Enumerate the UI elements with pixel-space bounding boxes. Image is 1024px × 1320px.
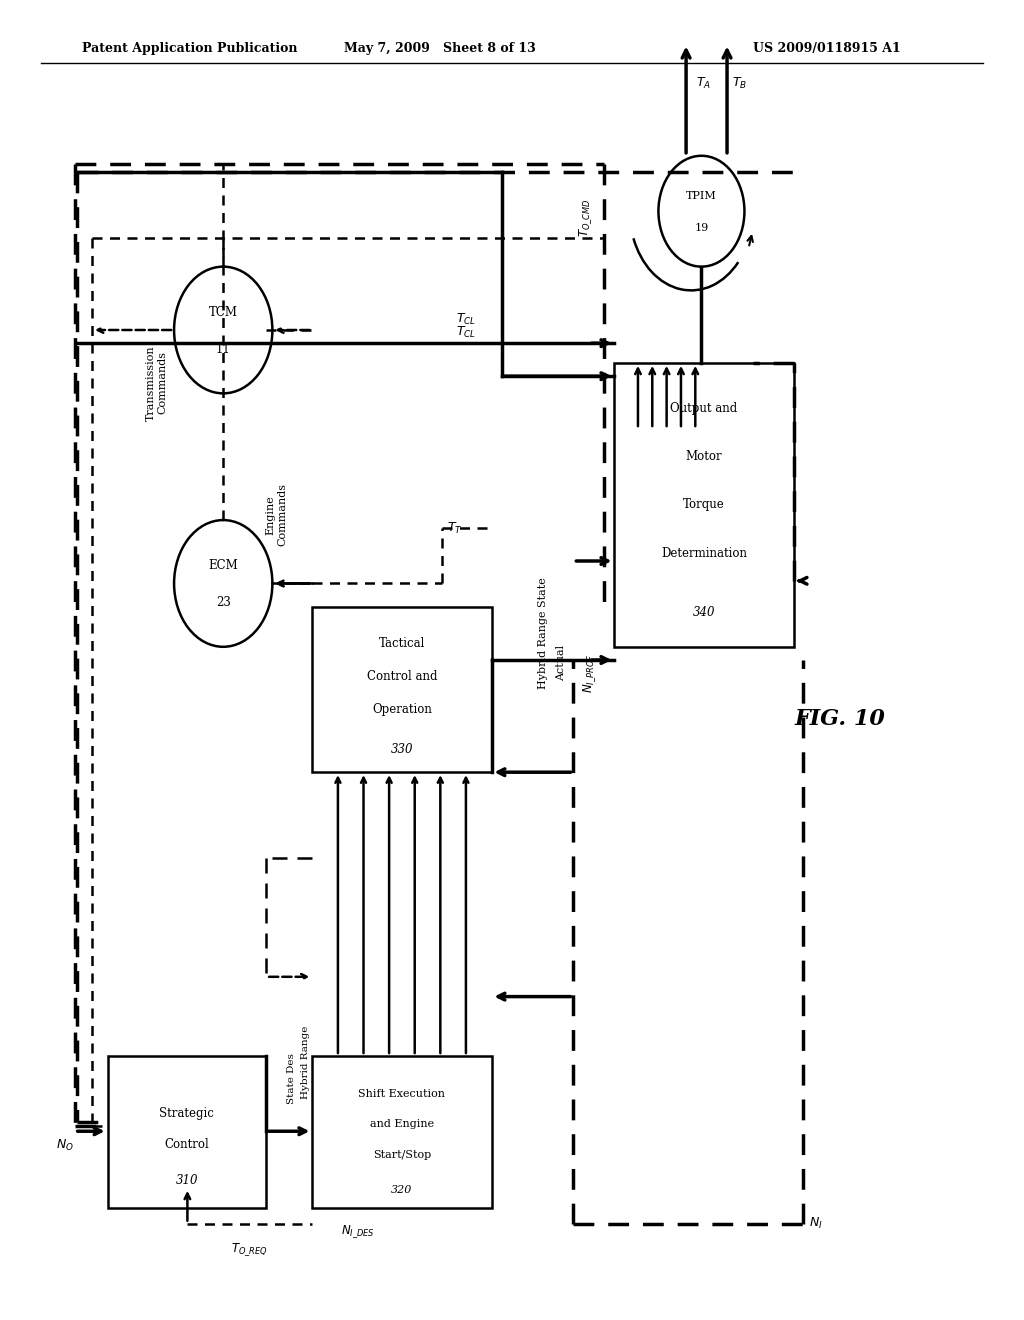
Bar — [108, 1056, 266, 1208]
Text: 340: 340 — [693, 606, 715, 619]
Text: and Engine: and Engine — [370, 1119, 434, 1130]
Text: Engine
Commands: Engine Commands — [265, 483, 288, 546]
Text: Shift Execution: Shift Execution — [358, 1089, 445, 1100]
Text: Output and: Output and — [671, 401, 737, 414]
Text: Operation: Operation — [372, 704, 432, 715]
Text: 330: 330 — [391, 743, 413, 755]
Text: May 7, 2009   Sheet 8 of 13: May 7, 2009 Sheet 8 of 13 — [344, 42, 537, 55]
Text: $N_I$: $N_I$ — [809, 1216, 822, 1232]
Text: $T_{CL}$: $T_{CL}$ — [456, 325, 476, 341]
Text: Control and: Control and — [367, 671, 437, 682]
Text: $N_O$: $N_O$ — [55, 1138, 74, 1152]
Text: $T_{CL}$: $T_{CL}$ — [456, 313, 476, 327]
Text: Hybrid Range State: Hybrid Range State — [538, 578, 548, 689]
Text: Patent Application Publication: Patent Application Publication — [82, 42, 297, 55]
Text: Transmission
Commands: Transmission Commands — [145, 345, 168, 421]
Text: US 2009/0118915 A1: US 2009/0118915 A1 — [754, 42, 901, 55]
Text: Actual: Actual — [556, 644, 566, 681]
Text: State Des: State Des — [288, 1053, 296, 1104]
Text: ECM: ECM — [208, 560, 239, 572]
Text: $T_A$: $T_A$ — [696, 75, 712, 91]
Text: Control: Control — [165, 1138, 209, 1151]
Text: Start/Stop: Start/Stop — [373, 1150, 431, 1160]
Text: Motor: Motor — [686, 450, 722, 463]
Text: $N_{I\_DES}$: $N_{I\_DES}$ — [341, 1224, 376, 1241]
Text: Strategic: Strategic — [160, 1107, 214, 1121]
Text: TPIM: TPIM — [686, 190, 717, 201]
Text: 310: 310 — [176, 1173, 198, 1187]
Text: $T_{O\_REQ}$: $T_{O\_REQ}$ — [231, 1241, 268, 1258]
Text: 23: 23 — [216, 595, 230, 609]
Text: Determination: Determination — [662, 546, 746, 560]
Text: Tactical: Tactical — [379, 638, 425, 649]
Text: TCM: TCM — [209, 306, 238, 318]
Text: 320: 320 — [391, 1184, 413, 1195]
Bar — [312, 607, 492, 772]
Text: $T_T$: $T_T$ — [447, 520, 463, 536]
Text: Torque: Torque — [683, 499, 725, 511]
Text: $N_{I\_PROF}$: $N_{I\_PROF}$ — [582, 653, 598, 693]
Bar — [312, 1056, 492, 1208]
Text: FIG. 10: FIG. 10 — [795, 709, 885, 730]
Text: 19: 19 — [694, 223, 709, 232]
Text: 11: 11 — [216, 342, 230, 355]
Text: Hybrid Range: Hybrid Range — [301, 1026, 309, 1100]
Text: $T_{O\_CMD}$: $T_{O\_CMD}$ — [578, 198, 594, 238]
Text: $T_B$: $T_B$ — [732, 75, 748, 91]
Bar — [614, 363, 794, 647]
